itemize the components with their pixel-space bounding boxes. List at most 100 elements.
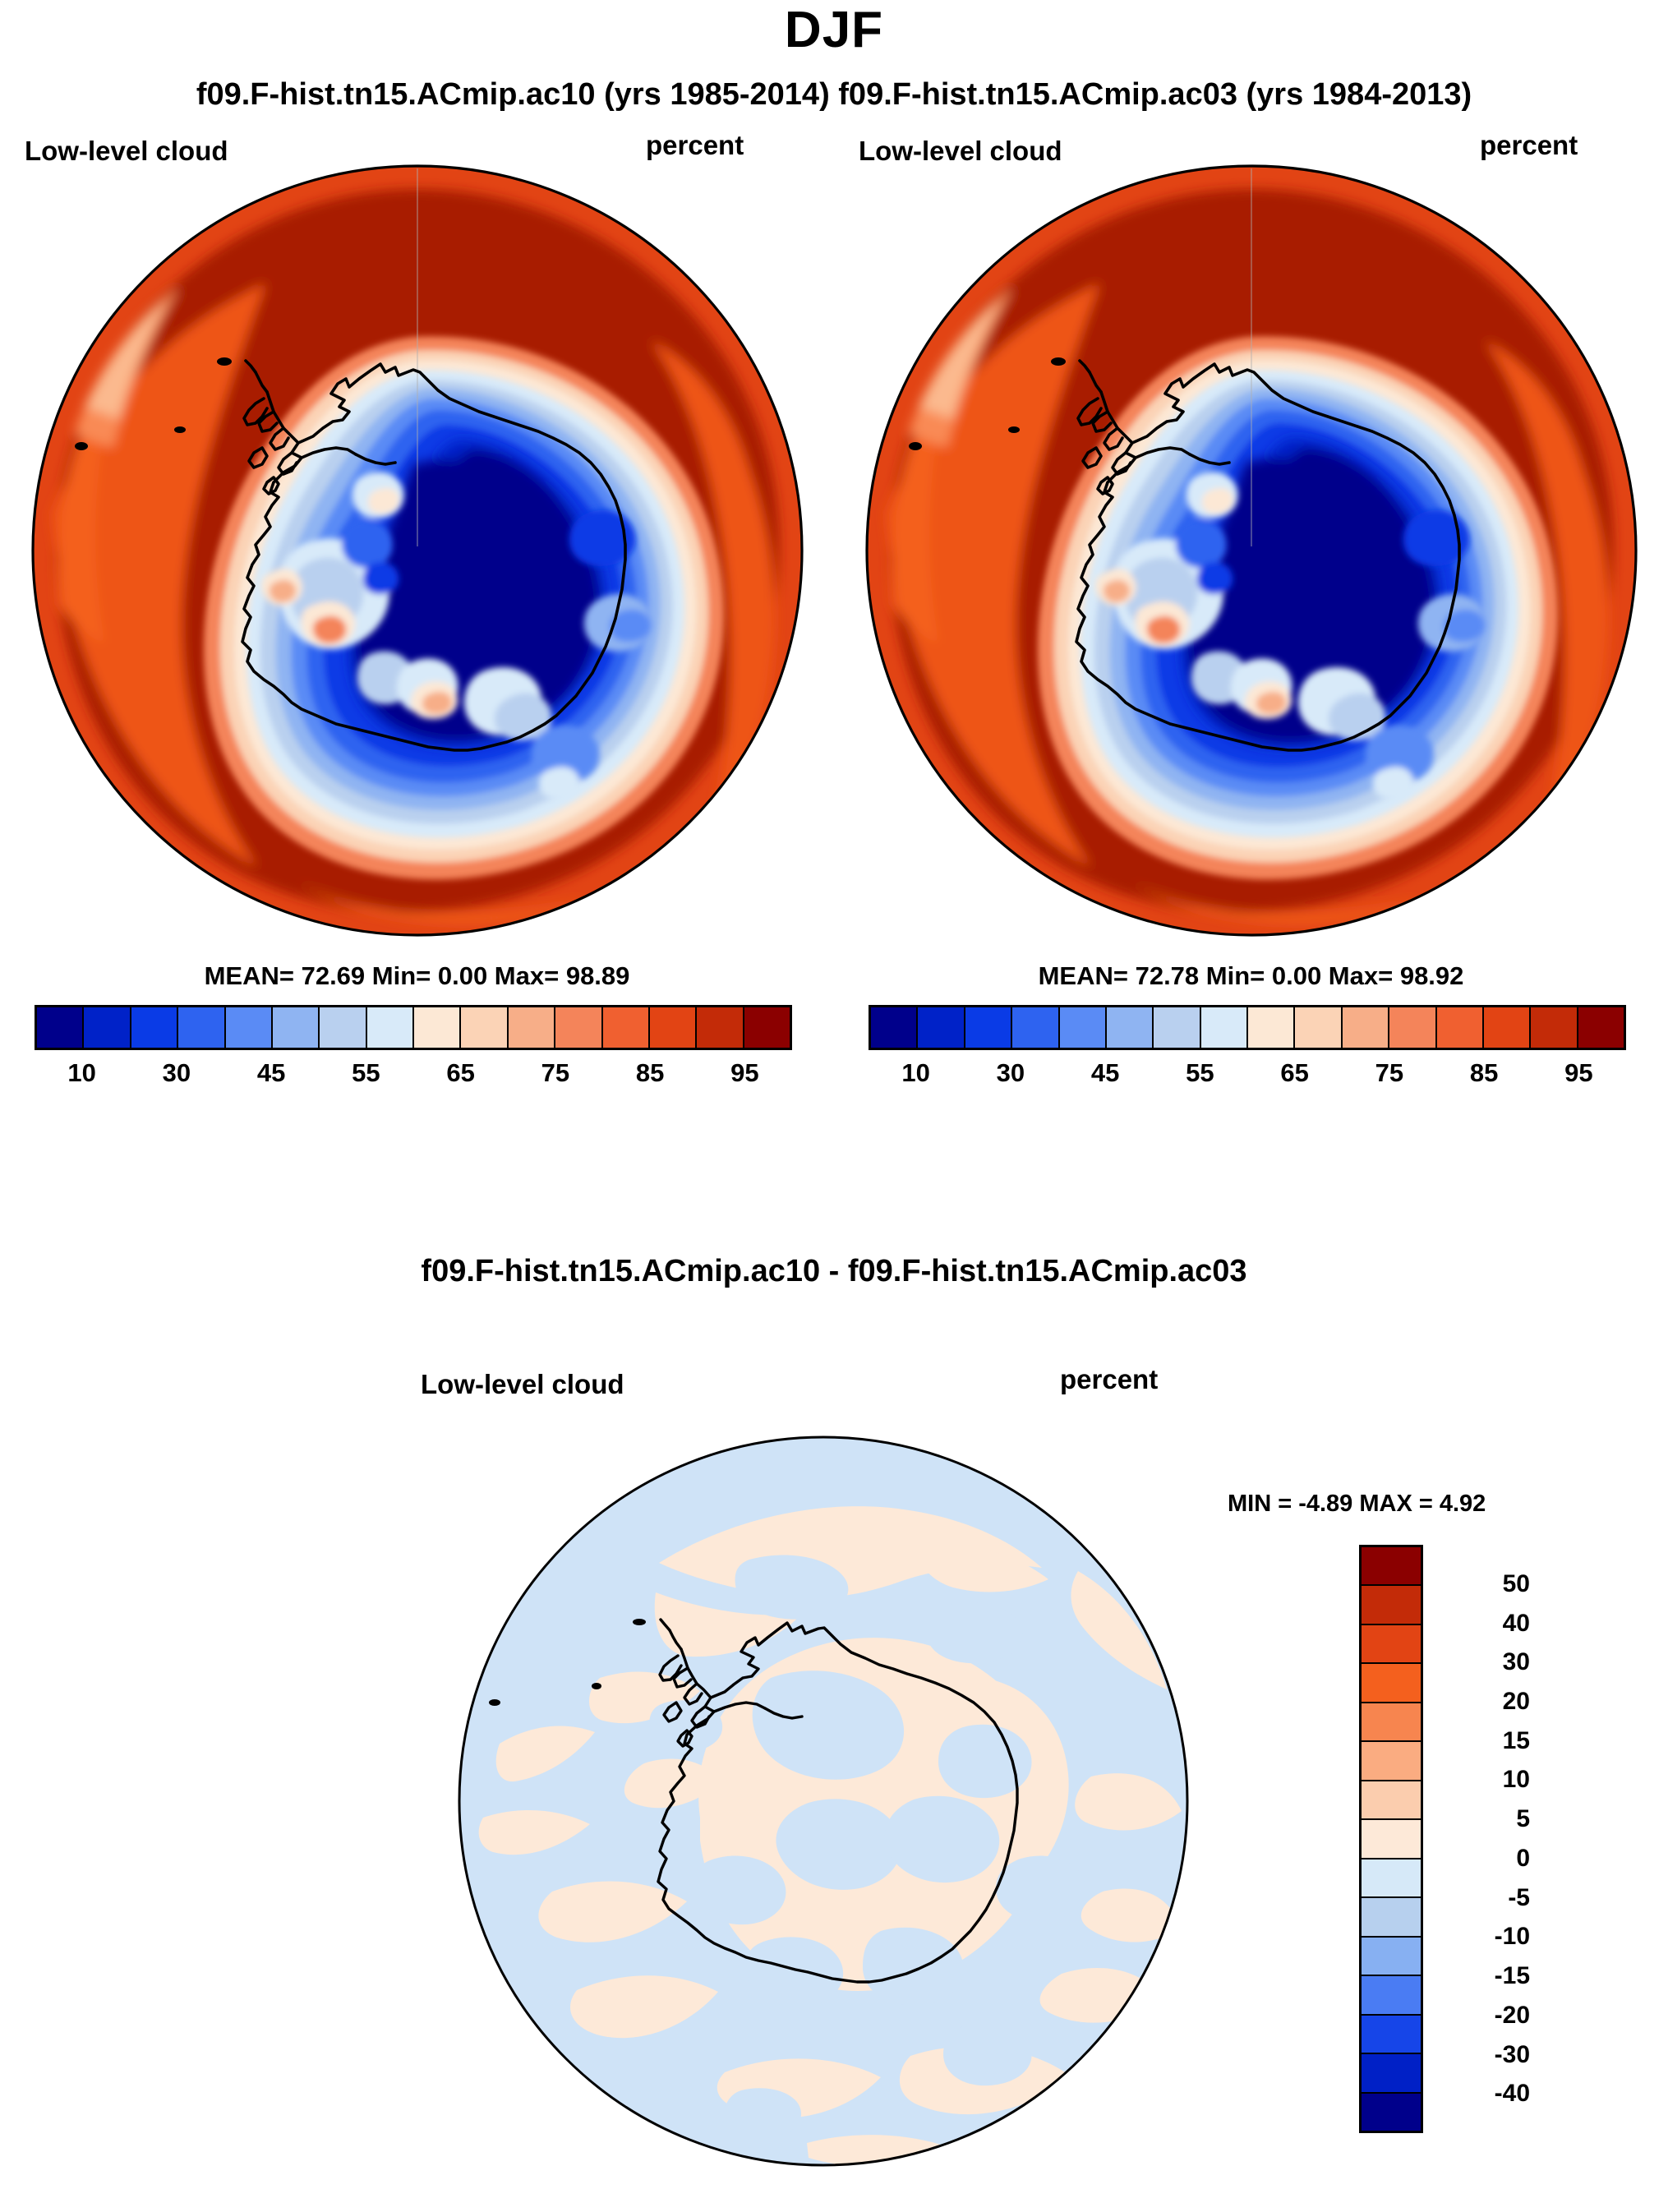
colorbar-tick: 65 [1280,1058,1309,1087]
colorbar-cell [131,1007,179,1048]
colorbar-cell [918,1007,965,1048]
colorbar-tick: 45 [1090,1058,1120,1087]
colorbar-cell [272,1007,320,1048]
colorbar-tick: -5 [1508,1883,1530,1911]
colorbar-cell [965,1007,1013,1048]
colorbar-cell [1012,1007,1060,1048]
colorbar-tick: -10 [1494,1923,1530,1951]
colorbar-cell [1362,1624,1421,1665]
panel-left-stats: MEAN= 72.69 Min= 0.00 Max= 98.89 [204,961,630,990]
colorbar-left[interactable] [35,1005,792,1050]
panel-difference: Low-level cloud percent MIN = -4.89 MAX … [0,1356,1668,2212]
colorbar-cell [461,1007,509,1048]
colorbar-cell [1154,1007,1201,1048]
colorbar-tick: 30 [996,1058,1025,1087]
colorbar-cell [1362,1547,1421,1587]
panel-diff-unit-label: percent [1060,1364,1159,1394]
colorbar-cell [320,1007,367,1048]
colorbar-tick: 75 [541,1058,570,1087]
map-right [861,160,1642,941]
coastline-left [241,359,627,752]
colorbar-cell [1362,2054,1421,2094]
panel-right-unit-label: percent [1480,130,1578,160]
colorbar-difference[interactable] [1359,1545,1423,2133]
map-difference-field [459,1437,1187,2165]
colorbar-tick: -20 [1494,2001,1530,2029]
colorbar-tick: -40 [1494,2080,1530,2108]
colorbar-tick: 15 [1502,1726,1530,1754]
colorbar-cell [84,1007,131,1048]
colorbar-tick: 10 [67,1058,96,1087]
panel-right-variable-label: Low-level cloud [859,136,1062,166]
colorbar-cell [1389,1007,1437,1048]
difference-title: f09.F-hist.tn15.ACmip.ac10 - f09.F-hist.… [421,1254,1247,1288]
colorbar-cell [366,1007,414,1048]
colorbar-cell [1362,1898,1421,1938]
panel-right-stats: MEAN= 72.78 Min= 0.00 Max= 98.92 [1038,961,1464,990]
colorbar-cell [1059,1007,1107,1048]
colorbar-cell [1295,1007,1343,1048]
colorbar-cell [697,1007,744,1048]
colorbar-tick: -30 [1494,2040,1530,2068]
colorbar-left-ticks: 10 30 45 55 65 75 85 95 [35,1060,792,1093]
colorbar-cell [1362,2093,1421,2131]
colorbar-right-ticks: 10 30 45 55 65 75 85 95 [869,1060,1626,1093]
panel-left-variable-label: Low-level cloud [25,136,228,166]
map-left-svg [31,164,804,937]
colorbar-tick: 55 [352,1058,380,1087]
panel-diff-variable-label: Low-level cloud [421,1369,624,1399]
colorbar-tick: 95 [730,1058,759,1087]
colorbar-tick: 95 [1564,1058,1593,1087]
colorbar-cell [1578,1007,1624,1048]
colorbar-tick: 50 [1502,1569,1530,1597]
colorbar-tick: 0 [1516,1844,1530,1872]
case-subtitle: f09.F-hist.tn15.ACmip.ac10 (yrs 1985-201… [196,77,1472,112]
colorbar-tick: 85 [1469,1058,1499,1087]
coastline-difference [657,1618,1019,1984]
colorbar-cell [1483,1007,1532,1048]
colorbar-cell [1362,1820,1421,1859]
colorbar-cell [1362,1586,1421,1625]
colorbar-cell [1531,1007,1578,1048]
colorbar-cell [1362,1781,1421,1821]
islands-left [75,357,232,450]
colorbar-tick: 40 [1502,1609,1530,1637]
colorbar-right[interactable] [869,1005,1626,1050]
colorbar-tick: 45 [256,1058,286,1087]
panel-left-unit-label: percent [646,130,744,160]
colorbar-cell [1436,1007,1484,1048]
globe-outline-right [865,164,1638,937]
colorbar-tick: 10 [901,1058,930,1087]
colorbar-tick: 10 [1502,1766,1530,1794]
colorbar-tick: 30 [162,1058,191,1087]
coastline-right [1075,359,1461,752]
colorbar-tick: 55 [1186,1058,1214,1087]
islands-difference [489,1619,646,1706]
panel-left: Low-level cloud percent [0,123,834,1208]
map-right-svg [865,164,1638,937]
map-right-field [867,166,1636,935]
colorbar-cell [1362,2015,1421,2055]
colorbar-cell [1362,1664,1421,1703]
colorbar-cell [1342,1007,1390,1048]
colorbar-cell [178,1007,226,1048]
colorbar-cell [1362,1976,1421,2016]
colorbar-tick: -15 [1494,1962,1530,1990]
colorbar-tick: 65 [446,1058,475,1087]
panel-diff-minmax: MIN = -4.89 MAX = 4.92 [1228,1491,1486,1517]
globe-outline-left [31,164,804,937]
colorbar-difference-ticks: 50 40 30 20 15 10 5 0 -5 -10 -15 -20 -30… [1431,1545,1530,2133]
colorbar-cell [37,1007,85,1048]
diff-negative-inlets [649,1555,1086,2139]
panel-right: Low-level cloud percent [834,123,1668,1208]
globe-outline-difference [458,1435,1189,2167]
colorbar-cell [1362,1742,1421,1781]
colorbar-tick: 85 [635,1058,665,1087]
colorbar-cell [744,1007,790,1048]
colorbar-cell [1362,1937,1421,1977]
page-title: DJF [784,2,884,58]
colorbar-cell [555,1007,603,1048]
map-left [27,160,808,941]
colorbar-tick: 5 [1516,1805,1530,1833]
colorbar-tick: 75 [1375,1058,1404,1087]
